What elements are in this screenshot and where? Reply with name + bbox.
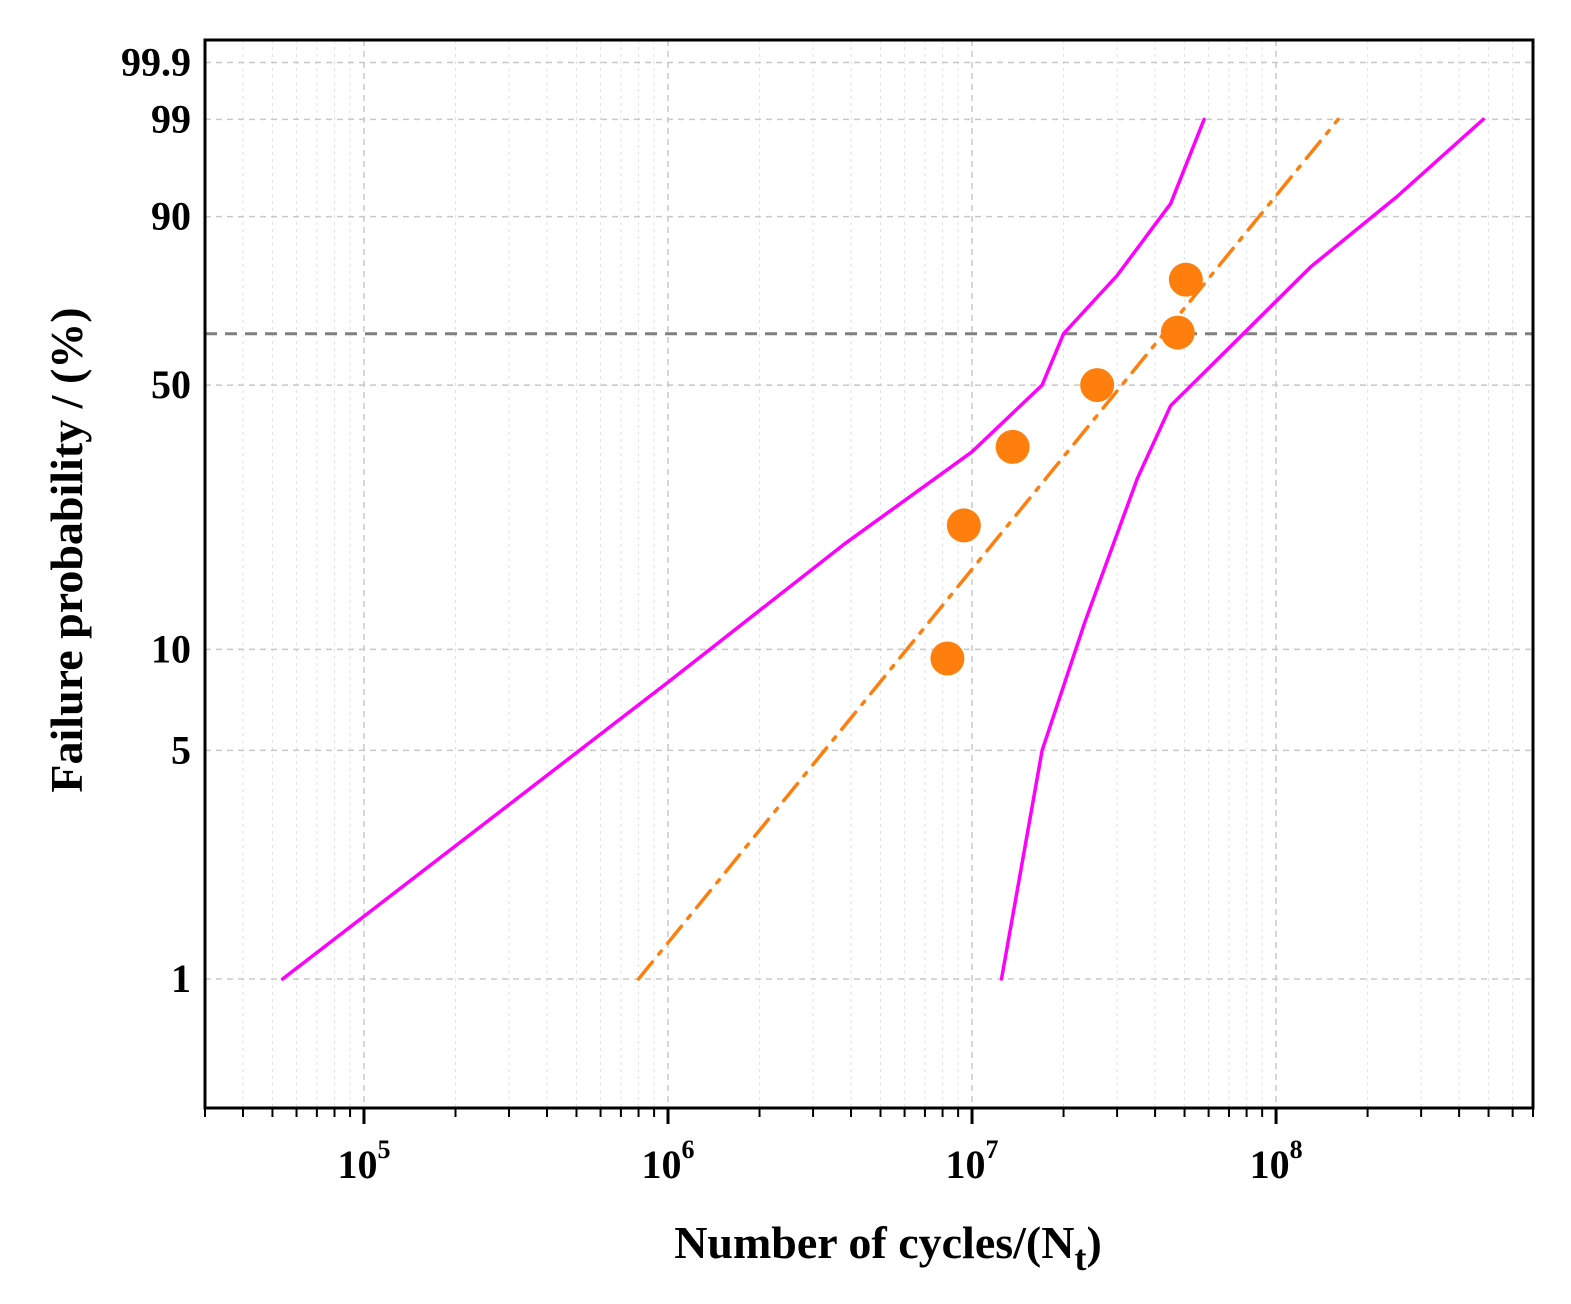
data-point [946,508,981,543]
y-tick-label: 50 [151,362,191,407]
y-axis-title: Failure probability / (%) [41,307,92,792]
x-tick-label-exponent: 5 [377,1135,390,1164]
data-point [1080,368,1115,403]
y-tick-label: 1 [171,956,191,1001]
plot-series [205,117,1533,981]
y-tick-label: 10 [151,626,191,671]
y-tick-label: 90 [151,194,191,239]
confidence-bound-line [280,117,1206,981]
y-tick-label: 5 [171,727,191,772]
x-tick-label-exponent: 7 [986,1135,999,1164]
data-point [1168,262,1203,297]
x-tick-label: 107 [946,1135,999,1187]
x-axis-title-main: Number of cycles/(N [674,1217,1074,1268]
data-point [930,641,965,676]
data-point [995,429,1030,464]
x-tick-label-exponent: 6 [682,1135,695,1164]
x-axis-title-close: ) [1086,1217,1101,1268]
x-axis-title: Number of cycles/(Nt) [674,1217,1102,1278]
y-tick-label: 99 [151,96,191,141]
confidence-bound-line [999,117,1485,981]
x-tick-label: 106 [642,1135,695,1187]
x-tick-label-exponent: 8 [1290,1135,1303,1164]
x-axis-title-subscript: t [1074,1238,1086,1278]
x-tick-label-base: 10 [337,1142,377,1187]
x-tick-label-base: 10 [642,1142,682,1187]
data-point [1160,315,1195,350]
x-tick-label: 105 [337,1135,390,1187]
x-tick-label-base: 10 [1250,1142,1290,1187]
x-tick-label: 108 [1250,1135,1303,1187]
fit-line [636,117,1340,981]
y-tick-label: 99.9 [121,40,191,85]
x-tick-label-base: 10 [946,1142,986,1187]
grid [204,40,1534,1108]
plot-frame [203,38,1535,1110]
